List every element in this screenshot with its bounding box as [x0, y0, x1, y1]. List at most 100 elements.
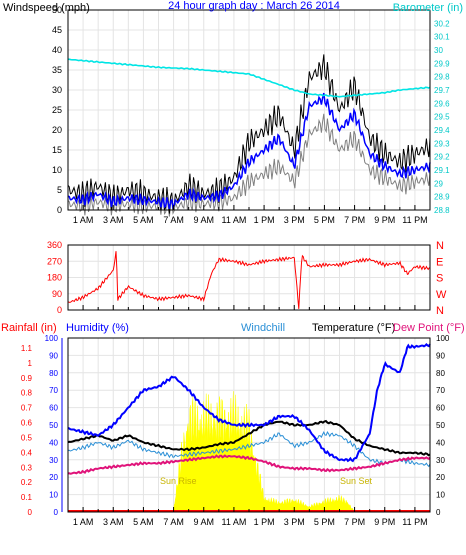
barometer-tick-label: 29.8 — [434, 73, 450, 82]
barometer-tick-label: 30.1 — [434, 33, 450, 42]
windspeed-tick-label: 50 — [52, 5, 62, 15]
barometer-line — [67, 58, 431, 98]
x-tick-label: 1 AM — [73, 215, 94, 225]
rainfall-tick-label: 0.6 — [21, 419, 33, 428]
windspeed-tick-label: 0 — [57, 205, 62, 215]
barometer-tick-label: 29 — [434, 179, 443, 188]
temperature-tick-label: 30 — [436, 456, 445, 465]
temperature-tick-label: 90 — [436, 351, 445, 360]
humidity-tick-label: 90 — [49, 351, 58, 360]
chart-title: 24 hour graph day : March 26 2014 — [168, 0, 340, 12]
temperature-tick-label: 50 — [436, 421, 445, 430]
humidity-tick-label: 40 — [49, 438, 58, 447]
x-tick-label: 11 PM — [402, 517, 427, 527]
wind-min-line — [67, 113, 431, 217]
x-tick-label: 3 AM — [103, 517, 124, 527]
barometer-tick-label: 30 — [434, 46, 443, 55]
windspeed-tick-label: 5 — [57, 185, 62, 195]
barometer-tick-label: 28.9 — [434, 193, 450, 202]
humidity-line — [67, 343, 431, 463]
wind-gust-line — [67, 54, 431, 214]
rainfall-tick-label: 1 — [28, 359, 33, 368]
compass-tick-label: N — [436, 240, 444, 252]
barometer-axis-title: Barometer (in) — [393, 2, 463, 14]
humidity-tick-label: 100 — [45, 334, 59, 343]
temperature-tick-label: 100 — [436, 334, 450, 343]
temperature-label: Temperature (°F) — [312, 322, 395, 334]
humidity-axis-title: Humidity (%) — [66, 322, 129, 334]
windspeed-tick-label: 10 — [52, 165, 62, 175]
direction-tick-label: 180 — [47, 273, 62, 283]
rainfall-tick-label: 0.1 — [21, 493, 33, 502]
x-tick-label: 3 PM — [284, 517, 305, 527]
barometer-tick-label: 29.5 — [434, 113, 450, 122]
windchill-line — [67, 431, 431, 468]
compass-tick-label: W — [436, 289, 447, 301]
rainfall-tick-label: 0.8 — [21, 389, 33, 398]
humidity-tick-label: 20 — [49, 473, 58, 482]
compass-tick-label: S — [436, 273, 443, 285]
x-tick-label: 7 PM — [344, 517, 365, 527]
dew-point-label: Dew Point (°F) — [393, 322, 465, 334]
temperature-tick-label: 60 — [436, 404, 445, 413]
temperature-tick-label: 20 — [436, 473, 445, 482]
x-tick-label: 11 PM — [402, 215, 427, 225]
solar-radiation-area — [173, 391, 356, 513]
humidity-tick-label: 80 — [49, 369, 58, 378]
rainfall-axis-title: Rainfall (in) — [1, 322, 57, 334]
temperature-panel-ticks: 0 0.1 0.2 0.3 0.4 0.5 0.6 0.7 0.8 0.9 1 1.1 0 10 20 30 4… — [21, 334, 450, 527]
barometer-tick-label: 29.2 — [434, 153, 450, 162]
x-tick-label: 3 PM — [284, 215, 305, 225]
wind-direction-line — [67, 251, 431, 309]
x-tick-label: 7 AM — [163, 517, 184, 527]
humidity-tick-label: 0 — [54, 508, 59, 517]
rainfall-tick-label: 0.2 — [21, 478, 33, 487]
x-tick-label: 9 AM — [193, 517, 214, 527]
x-tick-label: 3 AM — [103, 215, 124, 225]
x-tick-label: 7 AM — [163, 215, 184, 225]
barometer-tick-label: 30.2 — [434, 19, 450, 28]
windspeed-tick-label: 15 — [52, 145, 62, 155]
barometer-tick-label: 29.9 — [434, 59, 450, 68]
x-tick-label: 9 AM — [193, 215, 214, 225]
windspeed-tick-label: 45 — [52, 25, 62, 35]
temperature-tick-label: 80 — [436, 369, 445, 378]
temperature-tick-label: 10 — [436, 491, 445, 500]
direction-tick-label: 360 — [47, 240, 62, 250]
windspeed-axis-title: Windspeed (mph) — [3, 2, 90, 14]
barometer-tick-label: 29.3 — [434, 139, 450, 148]
humidity-tick-label: 50 — [49, 421, 58, 430]
x-tick-label: 1 PM — [254, 215, 275, 225]
sunset-label: Sun Set — [340, 476, 373, 486]
windspeed-panel-ticks: 0 5 10 15 20 25 30 35 40 45 50 28.8 28.9 29 29.1 29.2 29… — [52, 5, 450, 225]
compass-tick-label: E — [436, 256, 443, 268]
rainfall-tick-label: 1.1 — [21, 344, 33, 353]
windspeed-tick-label: 25 — [52, 105, 62, 115]
compass-tick-label: N — [436, 305, 444, 317]
direction-tick-label: 90 — [52, 289, 62, 299]
x-tick-label: 7 PM — [344, 215, 365, 225]
direction-panel-series — [67, 251, 431, 309]
rainfall-tick-label: 0.7 — [21, 404, 33, 413]
barometer-tick-label: 29.6 — [434, 99, 450, 108]
temperature-tick-label: 70 — [436, 386, 445, 395]
direction-tick-label: 0 — [57, 305, 62, 315]
x-tick-label: 5 PM — [314, 215, 335, 225]
windspeed-tick-label: 20 — [52, 125, 62, 135]
x-tick-label: 9 PM — [374, 215, 395, 225]
x-tick-label: 5 PM — [314, 517, 335, 527]
barometer-tick-label: 28.8 — [434, 206, 450, 215]
windspeed-panel-series — [67, 54, 431, 217]
windspeed-tick-label: 40 — [52, 45, 62, 55]
x-tick-label: 9 PM — [374, 517, 395, 527]
rainfall-tick-label: 0.9 — [21, 374, 33, 383]
windchill-label: Windchill — [241, 322, 285, 334]
humidity-tick-label: 70 — [49, 386, 58, 395]
rainfall-tick-label: 0.5 — [21, 433, 33, 442]
barometer-tick-label: 29.7 — [434, 86, 450, 95]
humidity-tick-label: 60 — [49, 404, 58, 413]
barometer-tick-label: 29.1 — [434, 166, 450, 175]
x-tick-label: 11 AM — [221, 517, 246, 527]
